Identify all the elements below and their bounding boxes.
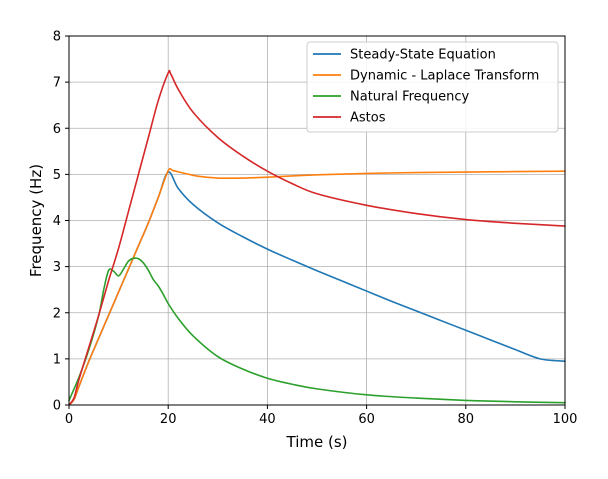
x-tick-label: 40	[259, 412, 276, 427]
series-line-natural-frequency	[68, 257, 566, 404]
y-tick-label: 1	[53, 352, 61, 367]
y-tick-label: 8	[53, 30, 61, 45]
legend-label: Dynamic - Laplace Transform	[350, 69, 539, 84]
y-tick-label: 6	[53, 122, 61, 137]
legend-label: Steady-State Equation	[350, 48, 496, 63]
x-axis-ticks: 0 20 40 60 80 100	[65, 405, 578, 427]
y-axis-label: Frequency (Hz)	[27, 164, 45, 277]
x-tick-label: 60	[358, 412, 375, 427]
y-tick-label: 4	[53, 214, 61, 229]
y-tick-label: 7	[53, 76, 61, 91]
series-line-astos	[68, 69, 566, 406]
series-group	[68, 69, 566, 406]
x-axis-label: Time (s)	[286, 433, 348, 451]
x-tick-label: 100	[553, 412, 578, 427]
x-tick-label: 20	[160, 412, 177, 427]
x-tick-label: 80	[458, 412, 475, 427]
x-tick-label: 0	[65, 412, 73, 427]
y-tick-label: 5	[53, 168, 61, 183]
legend-label: Astos	[350, 111, 386, 126]
legend-label: Natural Frequency	[350, 90, 470, 105]
legend: Steady-State Equation Dynamic - Laplace T…	[306, 41, 559, 133]
y-tick-label: 0	[53, 399, 61, 414]
series-line-dynamic-laplace-transform	[68, 167, 566, 406]
y-tick-label: 3	[53, 260, 61, 275]
y-axis-ticks: 0 1 2 3 4 5 6 7 8	[53, 30, 69, 414]
y-tick-label: 2	[53, 306, 61, 321]
legend-box	[306, 41, 559, 133]
